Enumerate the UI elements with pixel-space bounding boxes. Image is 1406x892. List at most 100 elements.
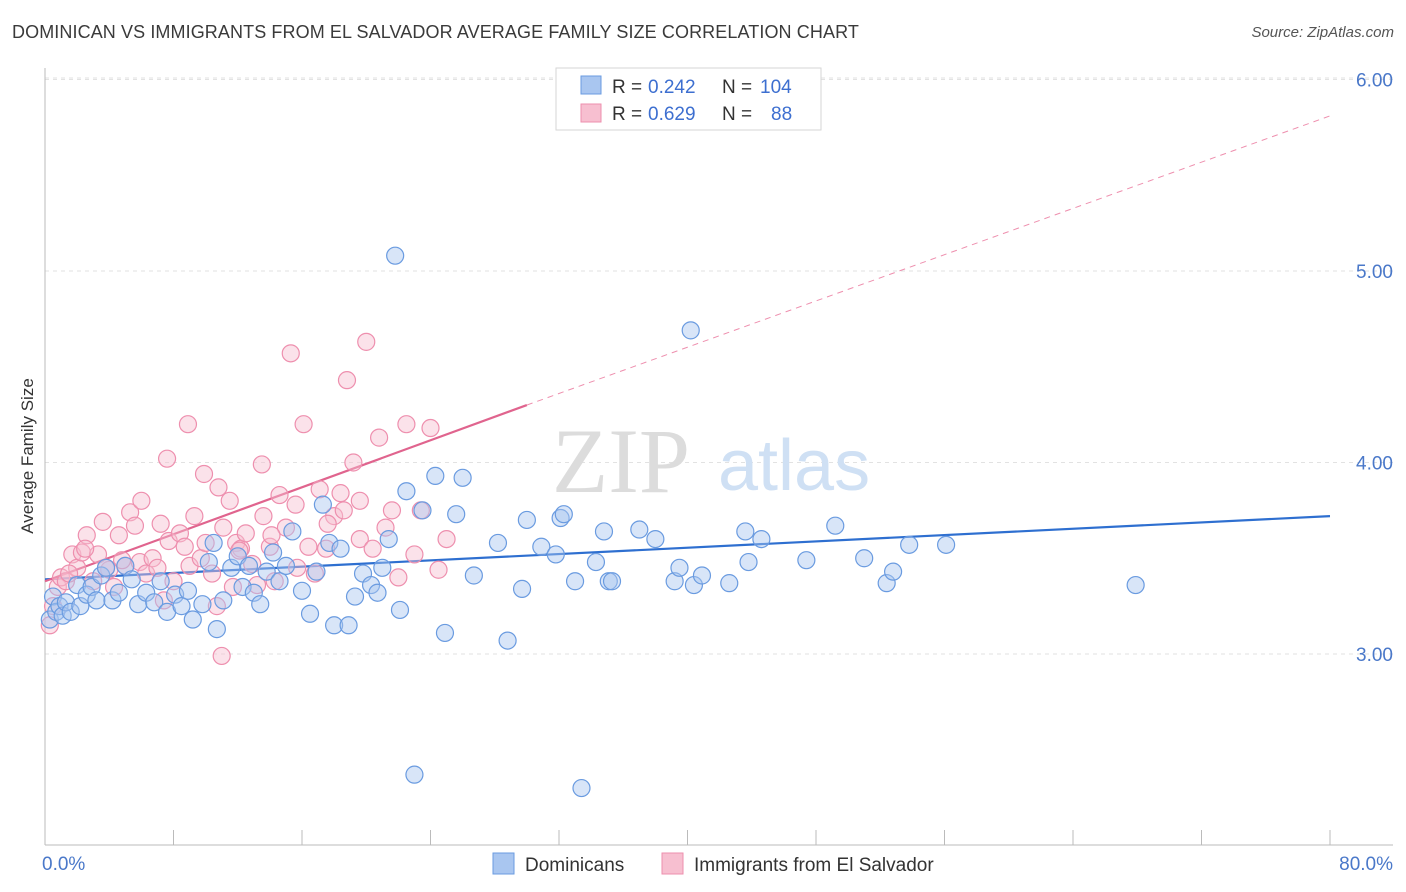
bottom-legend-swatch-dominicans [492, 852, 515, 875]
point-el-salvador [421, 418, 440, 438]
point-el-salvador [310, 480, 329, 499]
point-el-salvador [350, 491, 369, 510]
legend-r-value-2: 0.629 [648, 104, 696, 125]
trend-line-el-salvador-extension [526, 115, 1331, 406]
point-dominicans [207, 620, 226, 639]
point-el-salvador [405, 545, 424, 564]
series-legend: Dominicans Immigrants from El Salvador [492, 852, 934, 876]
point-dominicans [345, 587, 365, 606]
y-axis-label: Average Family Size [18, 378, 37, 534]
y-tick-labels: 3.00 4.00 5.00 6.00 [1356, 71, 1393, 667]
point-dominicans [736, 522, 755, 541]
point-el-salvador [132, 491, 151, 510]
legend-n-label-2: N = [722, 104, 752, 125]
point-dominicans [325, 616, 344, 635]
point-dominicans [937, 535, 956, 554]
point-el-salvador [223, 577, 243, 597]
point-el-salvador [143, 549, 162, 568]
point-el-salvador [220, 491, 239, 510]
point-dominicans [331, 539, 350, 558]
point-dominicans [554, 505, 573, 524]
point-dominicans [122, 570, 141, 589]
legend-swatch-el-salvador [580, 103, 602, 123]
point-el-salvador [299, 537, 318, 556]
point-el-salvador [104, 577, 124, 597]
point-dominicans [263, 543, 283, 562]
point-dominicans [720, 574, 739, 593]
point-el-salvador [288, 558, 307, 577]
point-dominicans [602, 572, 622, 591]
point-dominicans [87, 591, 106, 610]
point-el-salvador [270, 485, 289, 505]
y-tick-label: 6.00 [1356, 71, 1393, 92]
point-el-salvador [294, 415, 313, 434]
point-el-salvador [243, 554, 262, 574]
point-dominicans [855, 549, 874, 568]
point-dominicans [883, 562, 903, 581]
point-dominicans [61, 602, 80, 621]
bottom-legend-swatch-el-salvador [661, 852, 684, 875]
chart-title: DOMINICAN VS IMMIGRANTS FROM EL SALVADOR… [12, 22, 859, 42]
point-el-salvador [389, 568, 408, 587]
point-el-salvador [281, 344, 300, 363]
point-dominicans [572, 778, 591, 798]
point-dominicans [270, 572, 289, 591]
point-dominicans [488, 533, 508, 553]
point-dominicans [292, 581, 312, 600]
point-el-salvador [125, 516, 145, 535]
point-el-salvador [376, 518, 395, 537]
point-dominicans [797, 551, 816, 570]
point-dominicans [109, 583, 128, 602]
point-dominicans [453, 468, 472, 487]
point-dominicans [379, 529, 398, 549]
point-el-salvador [178, 415, 198, 434]
watermark-zip: ZIP [552, 410, 690, 512]
point-dominicans [193, 595, 212, 614]
point-dominicans [300, 604, 320, 623]
x-tick-label-min: 0.0% [42, 854, 85, 875]
point-dominicans [565, 572, 585, 591]
source-label: Source: ZipAtlas.com [1251, 24, 1394, 41]
point-dominicans [665, 572, 684, 591]
legend-n-value-1: 104 [760, 77, 792, 98]
point-dominicans [222, 558, 241, 577]
point-dominicans [877, 574, 896, 593]
point-dominicans [233, 577, 252, 597]
x-tick-label-max: 80.0% [1339, 854, 1393, 875]
point-el-salvador [262, 526, 281, 545]
point-dominicans [368, 583, 387, 602]
point-el-salvador [437, 529, 456, 549]
point-el-salvador [214, 518, 233, 537]
point-dominicans [594, 522, 614, 541]
point-el-salvador [109, 526, 128, 545]
point-dominicans [498, 631, 517, 650]
point-dominicans [464, 566, 483, 585]
point-dominicans [276, 556, 296, 576]
point-el-salvador [252, 455, 271, 474]
point-dominicans [71, 597, 90, 616]
point-el-salvador [185, 507, 204, 526]
point-el-salvador [202, 564, 222, 583]
point-dominicans [214, 591, 233, 610]
x-ticks [44, 830, 1331, 845]
point-dominicans [900, 535, 919, 554]
point-el-salvador [254, 507, 273, 526]
point-el-salvador [337, 371, 357, 390]
series-dominicans-points [40, 246, 1145, 798]
point-dominicans [681, 321, 700, 340]
point-dominicans [251, 595, 270, 614]
point-dominicans [199, 552, 218, 572]
watermark-atlas: atlas [718, 426, 870, 506]
point-dominicans [320, 533, 339, 553]
axes [44, 68, 1393, 846]
point-el-salvador [151, 514, 170, 533]
point-dominicans [257, 562, 276, 581]
point-el-salvador [331, 484, 350, 503]
point-el-salvador [148, 558, 167, 577]
point-dominicans [178, 581, 198, 600]
point-dominicans [646, 529, 665, 549]
point-el-salvador [344, 453, 363, 472]
point-el-salvador [121, 503, 140, 522]
point-el-salvador [286, 495, 305, 514]
